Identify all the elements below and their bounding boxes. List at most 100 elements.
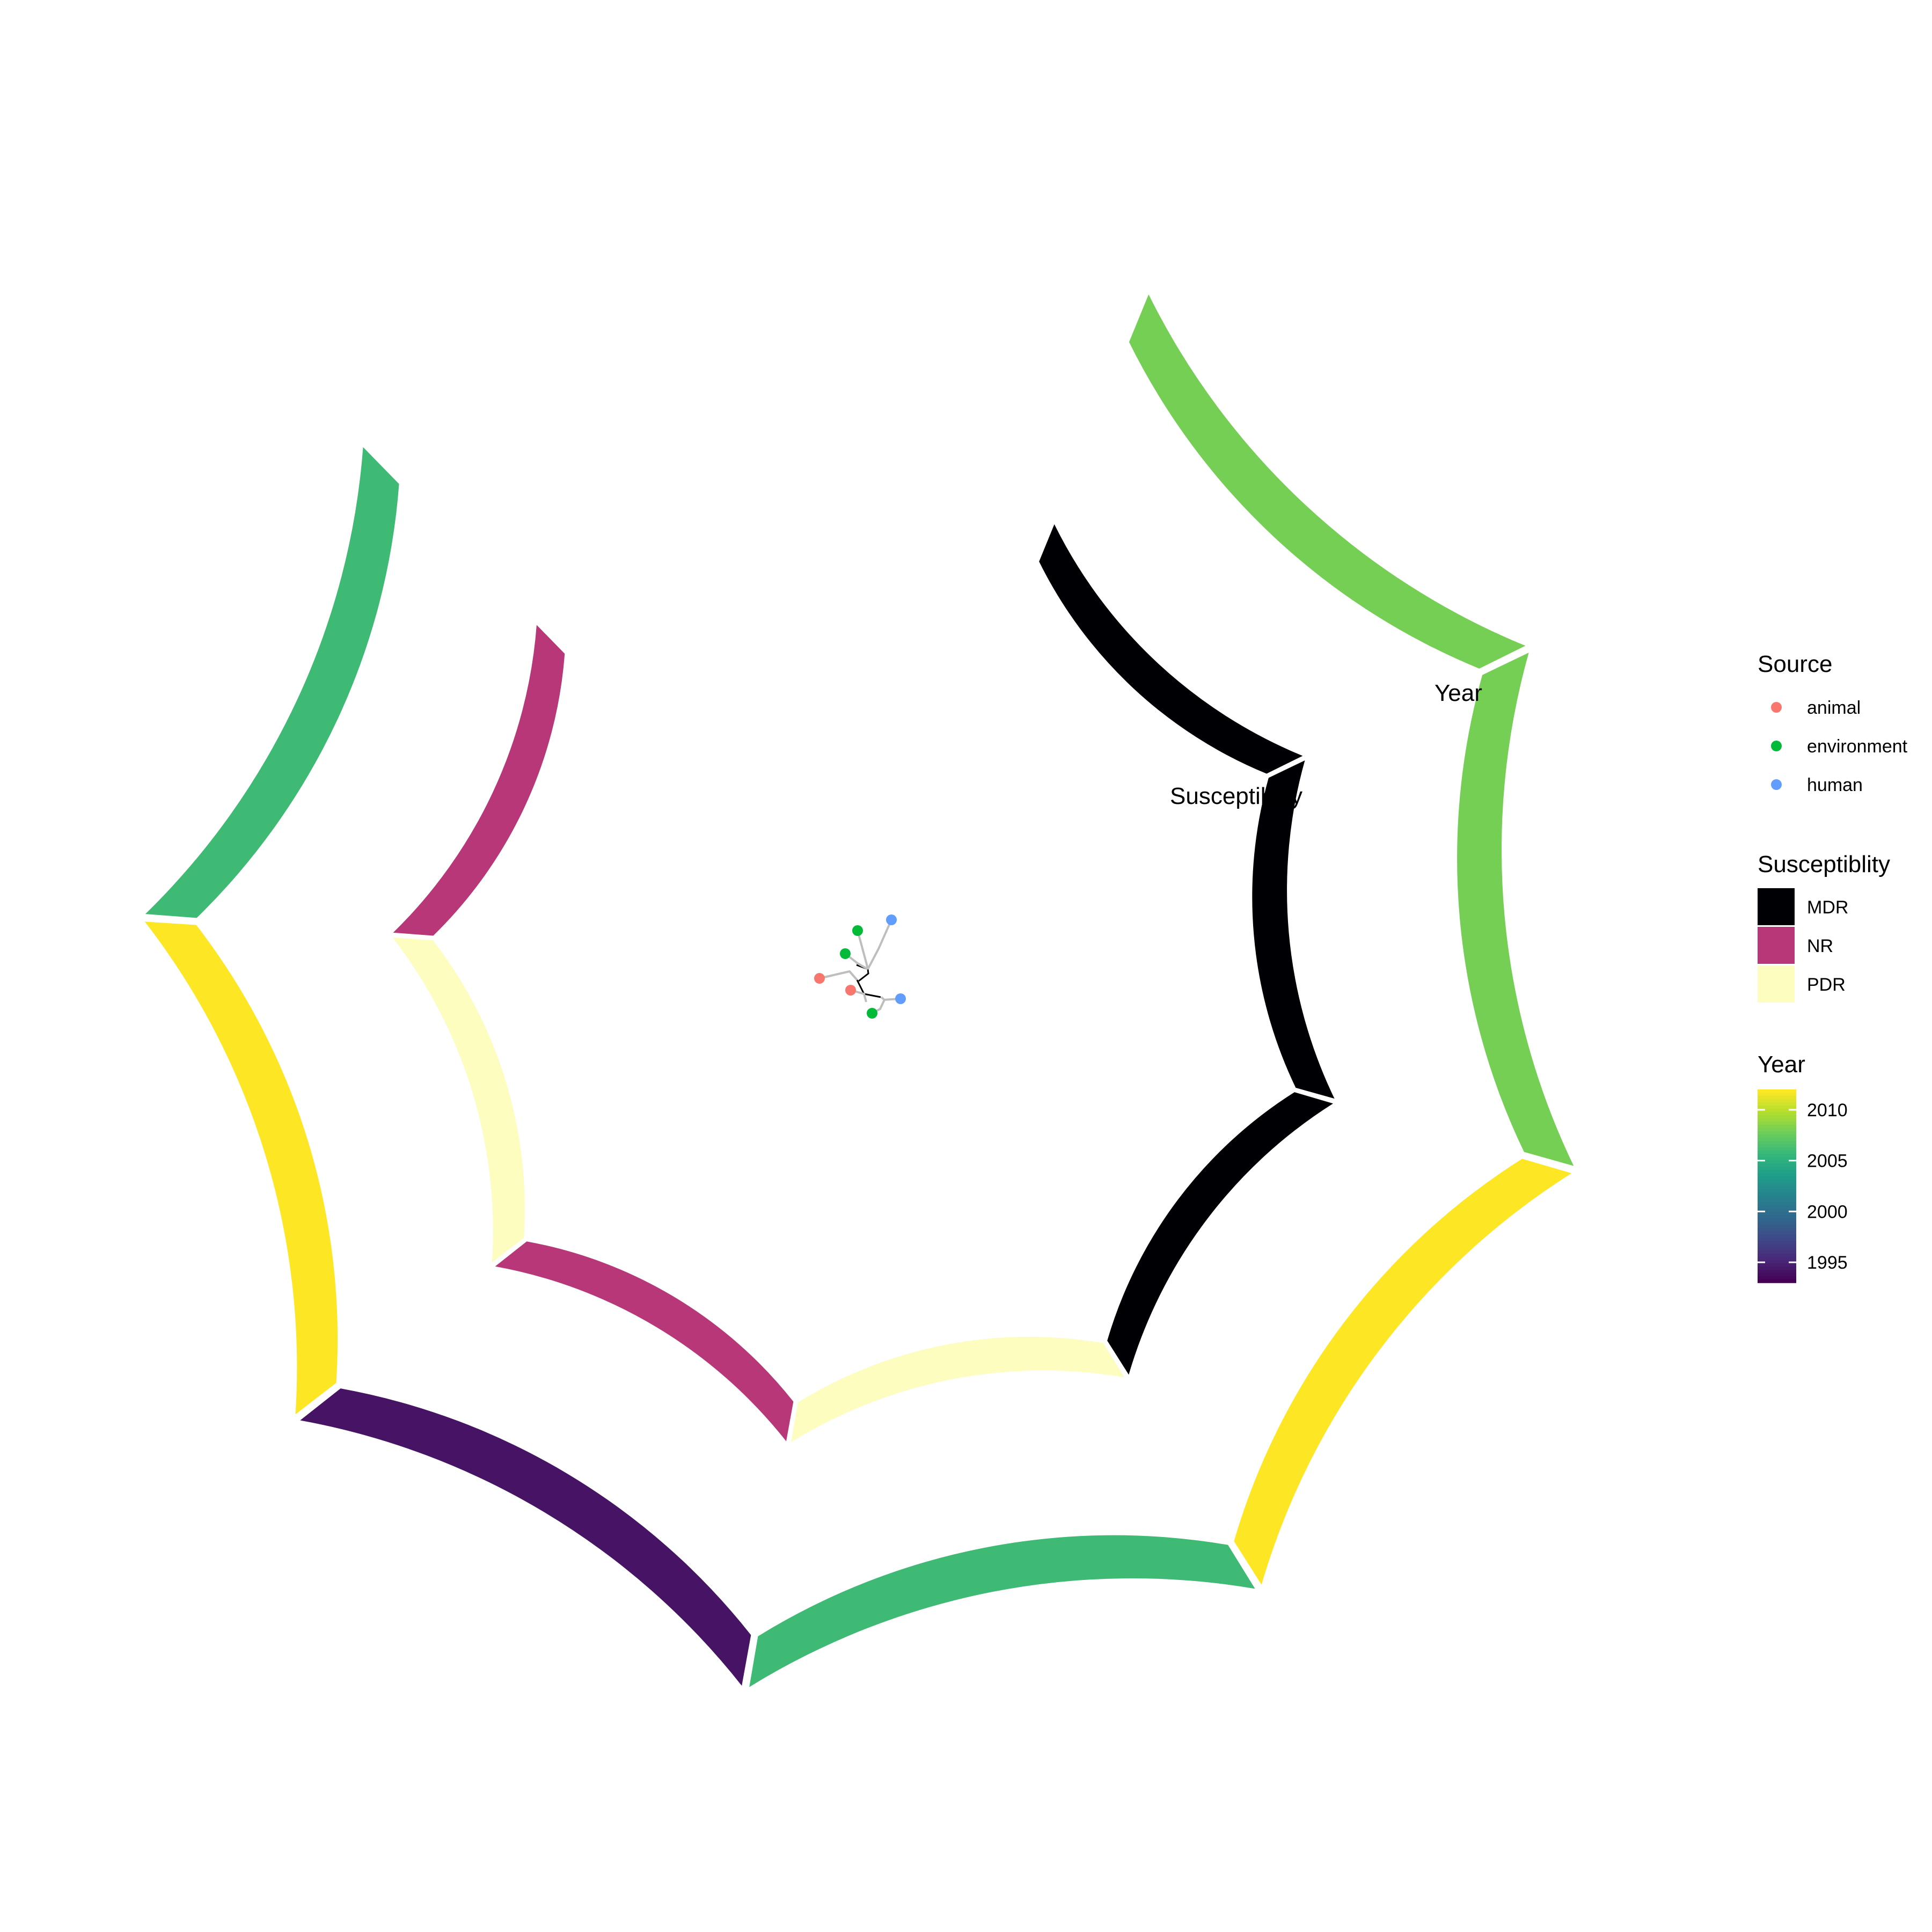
tip-point: [895, 993, 906, 1004]
legend-title-source: Source: [1758, 651, 1832, 677]
colorbar-step: [1758, 1234, 1796, 1238]
year-segment: [144, 921, 338, 1415]
legend-key-MDR: [1758, 888, 1795, 925]
colorbar-step: [1758, 1270, 1796, 1274]
colorbar-step: [1758, 1096, 1796, 1100]
legend-title-susceptibility: Susceptiblity: [1758, 851, 1890, 877]
colorbar-tick-label: 2005: [1807, 1151, 1848, 1172]
tip-point: [840, 948, 851, 959]
colorbar-step: [1758, 1112, 1796, 1116]
susceptibility-segment: [1252, 760, 1335, 1099]
colorbar-step: [1758, 1196, 1796, 1199]
legend-label-MDR: MDR: [1807, 897, 1848, 918]
colorbar-step: [1758, 1218, 1796, 1222]
colorbar-step: [1758, 1231, 1796, 1235]
tree-branch: [867, 919, 892, 970]
colorbar-step: [1758, 1241, 1796, 1245]
colorbar-step: [1758, 1131, 1796, 1135]
colorbar-step: [1758, 1118, 1796, 1122]
tip-point: [845, 985, 856, 996]
colorbar-step: [1758, 1244, 1796, 1248]
colorbar-step: [1758, 1163, 1796, 1167]
tree-branch: [880, 996, 901, 1001]
legend-key-animal: [1771, 702, 1782, 713]
susceptibility-segment: [791, 1336, 1125, 1443]
colorbar-step: [1758, 1225, 1796, 1228]
tip-point: [814, 973, 825, 984]
legend-label-animal: animal: [1807, 698, 1861, 718]
colorbar-tick-label: 2010: [1807, 1100, 1848, 1121]
colorbar-step: [1758, 1250, 1796, 1254]
year-segment: [1129, 294, 1526, 669]
colorbar-step: [1758, 1154, 1796, 1158]
legend-label-PDR: PDR: [1807, 975, 1846, 995]
legend-key-PDR: [1758, 965, 1795, 1002]
colorbar-step: [1758, 1167, 1796, 1170]
legend-title-year: Year: [1758, 1051, 1805, 1078]
tip-point: [886, 914, 897, 925]
colorbar-step: [1758, 1093, 1796, 1096]
legend-label-human: human: [1807, 775, 1863, 795]
colorbar-step: [1758, 1186, 1796, 1190]
colorbar-step: [1758, 1267, 1796, 1270]
colorbar-step: [1758, 1228, 1796, 1232]
colorbar-step: [1758, 1183, 1796, 1187]
colorbar-step: [1758, 1192, 1796, 1196]
colorbar-tick-label: 1995: [1807, 1253, 1848, 1273]
colorbar-step: [1758, 1147, 1796, 1151]
colorbar-step: [1758, 1173, 1796, 1177]
colorbar-step: [1758, 1089, 1796, 1093]
colorbar-step: [1758, 1151, 1796, 1154]
colorbar-step: [1758, 1157, 1796, 1161]
colorbar-step: [1758, 1115, 1796, 1119]
tree-edge: [856, 979, 881, 998]
colorbar-step: [1758, 1238, 1796, 1241]
colorbar-step: [1758, 1199, 1796, 1203]
susceptibility-segment: [393, 625, 565, 936]
colorbar-step: [1758, 1180, 1796, 1183]
colorbar-step: [1758, 1205, 1796, 1209]
colorbar-step: [1758, 1106, 1796, 1109]
susceptibility-segment: [495, 1241, 794, 1441]
tree-branch: [819, 970, 858, 981]
legend-label-NR: NR: [1807, 936, 1833, 956]
colorbar-step: [1758, 1135, 1796, 1138]
colorbar-step: [1758, 1215, 1796, 1219]
colorbar-step: [1758, 1128, 1796, 1132]
colorbar-step: [1758, 1160, 1796, 1164]
colorbar-step: [1758, 1109, 1796, 1113]
colorbar-step: [1758, 1122, 1796, 1125]
colorbar-step: [1758, 1144, 1796, 1148]
colorbar-step: [1758, 1276, 1796, 1280]
colorbar-step: [1758, 1176, 1796, 1180]
susceptibility-segment: [1107, 1092, 1334, 1375]
year-segment: [749, 1535, 1255, 1687]
legend-key-NR: [1758, 927, 1795, 964]
phylogenetic-tree: [814, 914, 906, 1019]
annotation-rings: [144, 294, 1574, 1687]
ring-label-susceptibility: Susceptiblity: [1170, 783, 1302, 809]
colorbar-step: [1758, 1102, 1796, 1106]
colorbar-step: [1758, 1221, 1796, 1225]
susceptibility-segment: [392, 938, 525, 1263]
colorbar-step: [1758, 1099, 1796, 1103]
colorbar-step: [1758, 1254, 1796, 1257]
colorbar-step: [1758, 1257, 1796, 1261]
susceptibility-segment: [1039, 524, 1303, 774]
year-segment: [300, 1388, 751, 1686]
legends: Source animal environment human Susceptiblit…: [1758, 651, 1908, 1283]
colorbar-step: [1758, 1260, 1796, 1264]
colorbar-step: [1758, 1189, 1796, 1193]
colorbar-step: [1758, 1212, 1796, 1216]
tip-point: [867, 1008, 877, 1019]
tip-point: [852, 925, 863, 936]
colorbar-step: [1758, 1138, 1796, 1141]
legend-key-human: [1771, 779, 1782, 790]
ring-label-year: Year: [1435, 680, 1482, 706]
colorbar-step: [1758, 1273, 1796, 1277]
colorbar-step: [1758, 1209, 1796, 1212]
year-segment: [1234, 1159, 1572, 1585]
legend-label-environment: environment: [1807, 736, 1908, 757]
legend-key-environment: [1771, 741, 1782, 751]
